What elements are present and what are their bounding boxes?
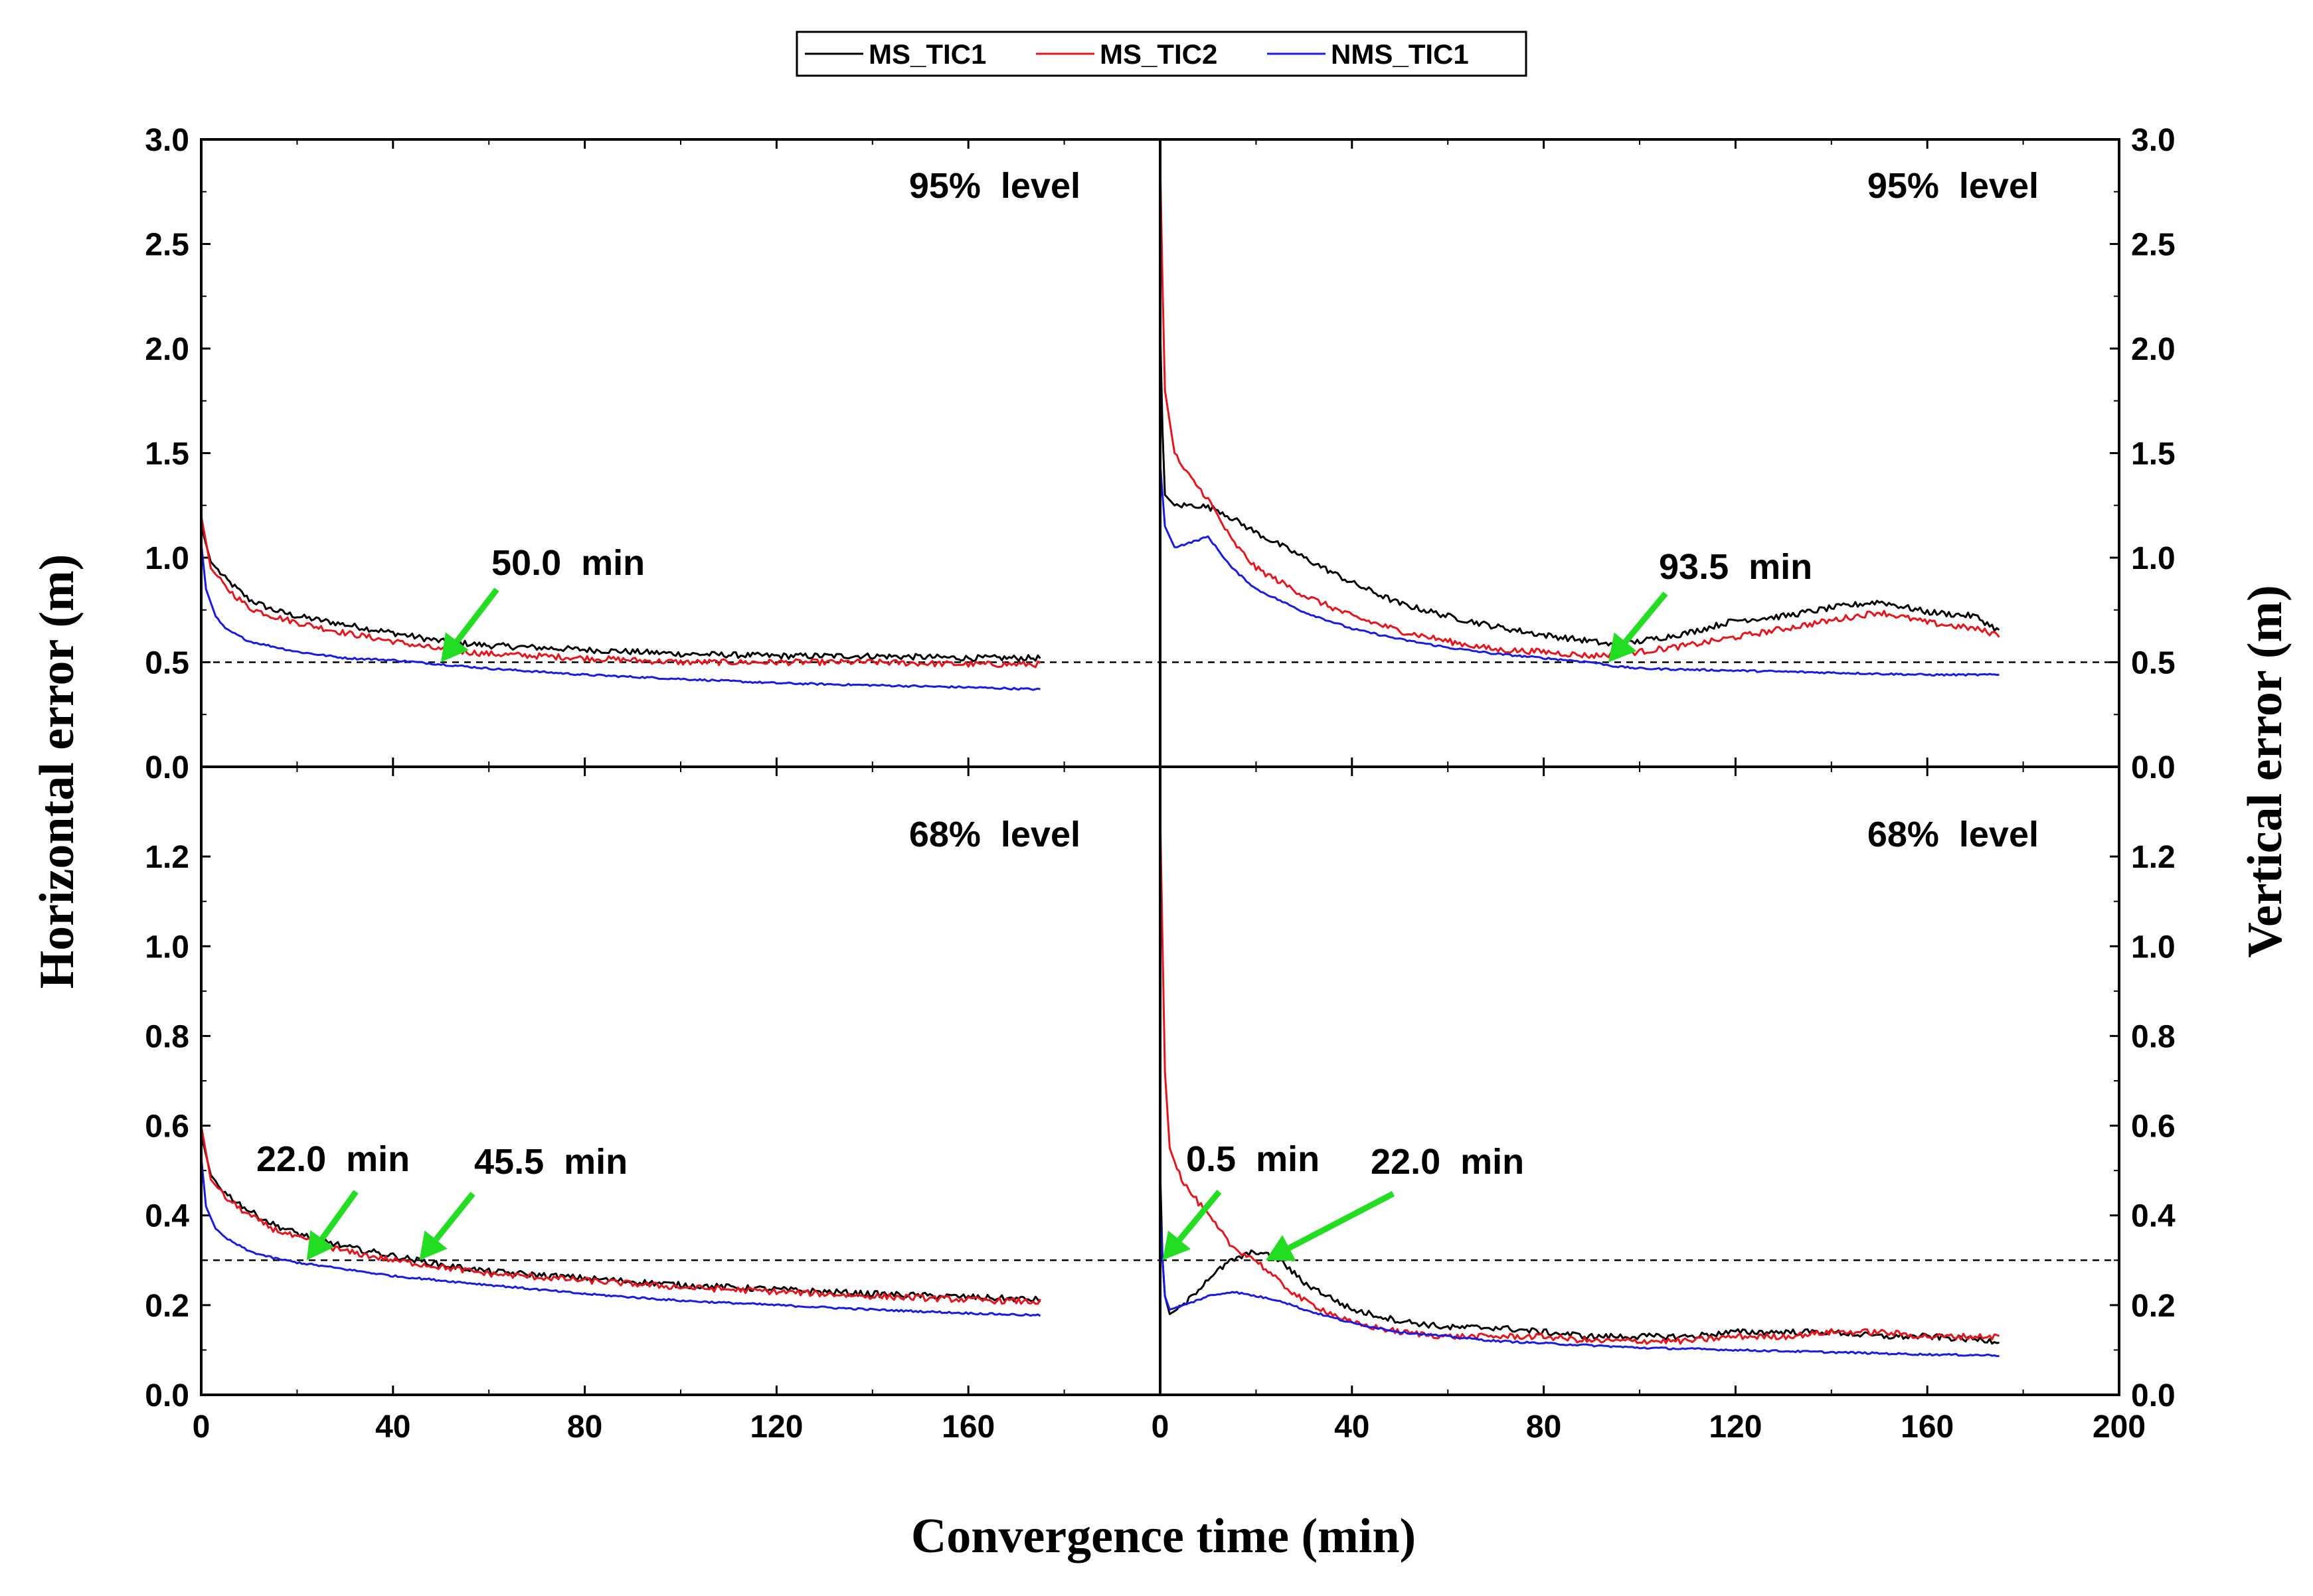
series-line-ms-tic2	[200, 1125, 1041, 1305]
y-tick-label: 1.2	[145, 840, 189, 875]
y-tick-label: 1.2	[2131, 840, 2176, 875]
x-tick-label: 160	[1901, 1409, 1954, 1445]
annotation-arrow-head	[1608, 632, 1637, 663]
x-axis-label: Convergence time (min)	[911, 1509, 1416, 1563]
annotation-arrow-shaft	[434, 1192, 475, 1241]
annotation-arrow-shaft	[1623, 592, 1668, 644]
annotation-bottom-right-2: 22.0 min	[1371, 1142, 1524, 1182]
x-tick-label: 40	[375, 1409, 410, 1445]
x-tick-label: 0	[193, 1409, 211, 1445]
y-tick-label: 0.2	[145, 1289, 189, 1324]
y-tick-label: 0.4	[2131, 1199, 2176, 1234]
panel-label-bottom-right: 68% level	[1867, 815, 2039, 854]
y-tick-label: 0.8	[145, 1019, 189, 1054]
y-tick-label: 3.0	[2131, 123, 2176, 158]
panel-top-right: 0.0 0.5 1.0 1.5 2.0 2.5 3.0	[1159, 123, 2176, 785]
annotation-arrow-shaft	[1177, 1190, 1222, 1242]
y-tick-label: 1.5	[2131, 437, 2176, 472]
y-tick-label: 0.8	[2131, 1019, 2176, 1054]
series-line-ms-tic1	[1159, 1170, 2000, 1345]
plot-panels: 0.0 0.5 1.0 1.5 2.0 2.5 3.0 0.0 0.5 1.0 1.5 2.0 2.5 3…	[145, 123, 2176, 1445]
legend: MS_TIC1 MS_TIC2 NMS_TIC1	[796, 31, 1527, 77]
x-tick-label: 40	[1334, 1409, 1369, 1445]
series-line-nms-tic1	[200, 542, 1041, 691]
y-tick-label: 2.5	[145, 228, 189, 263]
annotation-arrow-head	[1162, 1230, 1191, 1261]
series-line-ms-tic2	[1159, 811, 2000, 1345]
annotation-bottom-right-1: 0.5 min	[1186, 1139, 1320, 1179]
y-tick-label: 0.2	[2131, 1289, 2176, 1324]
annotation-top-left: 50.0 min	[491, 543, 645, 583]
y-tick-label: 1.0	[145, 929, 189, 965]
y-tick-label: 3.0	[145, 123, 189, 158]
annotation-arrow-head	[306, 1230, 335, 1261]
annotation-arrow-head	[1265, 1235, 1296, 1261]
y-tick-label: 1.5	[145, 437, 189, 472]
y-tick-label: 2.0	[145, 332, 189, 367]
x-tick-label: 120	[750, 1409, 803, 1445]
series-line-ms-tic1	[1159, 327, 2000, 648]
x-tick-label: 200	[2093, 1409, 2146, 1445]
legend-label-nms-tic1: NMS_TIC1	[1331, 39, 1469, 70]
panel-label-top-left: 95% level	[909, 166, 1080, 206]
annotation-arrow-shaft	[319, 1190, 359, 1241]
y-tick-label: 2.0	[2131, 332, 2176, 367]
annotation-bottom-left-2: 45.5 min	[474, 1142, 628, 1182]
panel-bottom-left: 0.0 0.2 0.4 0.6 0.8 1.0 1.2 0 40 80 120 160	[145, 767, 1161, 1445]
x-tick-label: 160	[942, 1409, 995, 1445]
panel-bottom-right: 0.0 0.2 0.4 0.6 0.8 1.0 1.2 0 40 80 120 160 200	[1152, 767, 2176, 1445]
y-tick-label: 0.4	[145, 1199, 189, 1234]
panel-label-bottom-left: 68% level	[909, 815, 1080, 854]
y-tick-label: 1.0	[2131, 541, 2176, 576]
y-tick-label: 0.5	[145, 646, 189, 681]
annotation-top-right: 93.5 min	[1659, 547, 1812, 587]
series-line-ms-tic1	[200, 526, 1041, 663]
legend-label-ms-tic2: MS_TIC2	[1100, 39, 1217, 70]
y-tick-label: 0.0	[145, 1378, 189, 1413]
series-line-nms-tic1	[1159, 1206, 2000, 1358]
y-tick-label: 1.0	[145, 541, 189, 576]
y-tick-label: 0.0	[145, 750, 189, 785]
series-line-nms-tic1	[1159, 463, 2000, 677]
y-tick-label: 0.0	[2131, 1378, 2176, 1413]
legend-label-ms-tic1: MS_TIC1	[869, 39, 986, 70]
y-tick-label: 0.6	[2131, 1109, 2176, 1145]
annotation-arrow-head	[419, 1230, 448, 1261]
annotation-arrow-shaft	[454, 588, 499, 643]
annotation-arrow-head	[441, 632, 469, 663]
y-tick-label: 0.6	[145, 1109, 189, 1145]
y-tick-label: 0.0	[2131, 750, 2176, 785]
x-tick-label: 80	[1526, 1409, 1561, 1445]
y-axis-label-left: Horizontal error (m)	[30, 554, 84, 989]
x-tick-label: 0	[1152, 1409, 1169, 1445]
series-line-nms-tic1	[200, 1157, 1041, 1317]
panel-top-left: 0.0 0.5 1.0 1.5 2.0 2.5 3.0	[145, 123, 1161, 785]
x-tick-label: 80	[567, 1409, 602, 1445]
panel-label-top-right: 95% level	[1867, 166, 2039, 206]
y-axis-label-right: Vertical error (m)	[2238, 585, 2292, 958]
y-tick-label: 2.5	[2131, 228, 2176, 263]
y-tick-label: 1.0	[2131, 929, 2176, 965]
series-line-ms-tic1	[200, 1134, 1041, 1303]
y-tick-label: 0.5	[2131, 646, 2176, 681]
annotation-arrow-shaft	[1288, 1191, 1395, 1251]
annotation-bottom-left-1: 22.0 min	[256, 1139, 410, 1179]
series-line-ms-tic2	[200, 515, 1041, 669]
series-line-ms-tic2	[1159, 160, 2000, 659]
legend-box	[796, 31, 1527, 77]
x-tick-label: 120	[1709, 1409, 1762, 1445]
